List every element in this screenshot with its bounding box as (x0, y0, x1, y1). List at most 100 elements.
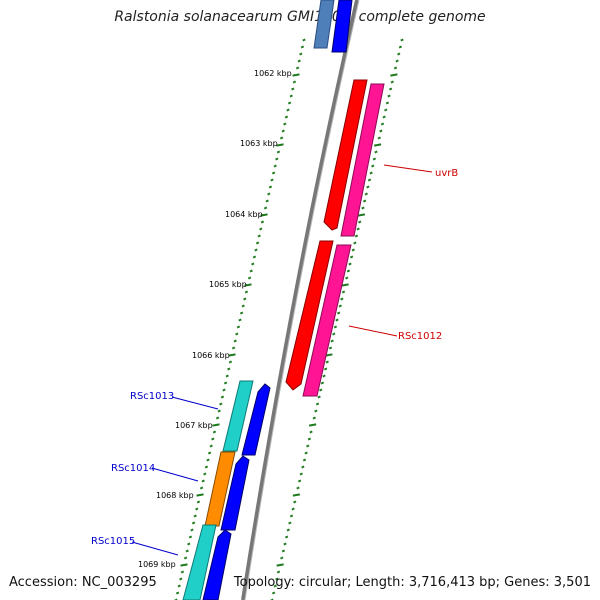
gene-label-rsc1015[interactable]: RSc1015 (91, 536, 135, 547)
outer-track-minor-tick (374, 150, 378, 154)
outer-track-major-tick (390, 73, 398, 77)
inner-track-minor-tick (249, 269, 253, 273)
inner-track-minor-tick (281, 129, 285, 133)
outer-track-minor-tick (369, 171, 373, 175)
inner-track-minor-tick (252, 255, 257, 259)
leader-line-rsc1012 (348, 325, 398, 337)
gene-cyan-rsc1015[interactable] (182, 524, 217, 600)
inner-track-minor-tick (228, 360, 233, 364)
genome-backbone-highlight (244, 0, 360, 600)
outer-track-minor-tick (286, 528, 290, 532)
inner-track-minor-tick (299, 52, 303, 56)
gene-blue-rsc1015[interactable] (202, 529, 232, 600)
outer-track-minor-tick (335, 318, 339, 322)
outer-track-minor-tick (346, 269, 351, 273)
outer-track-minor-tick (358, 220, 362, 224)
gene-pink-rsc1012[interactable] (302, 244, 352, 397)
gene-label-rsc1014[interactable]: RSc1014 (111, 463, 155, 474)
inner-track-minor-tick (219, 402, 223, 406)
inner-track-minor-tick (207, 451, 212, 455)
inner-track-minor-tick (254, 248, 258, 252)
scale-label-1065: 1065 kbp (209, 280, 247, 289)
outer-track-minor-tick (372, 157, 377, 161)
inner-track-minor-tick (225, 374, 229, 378)
tick-marks-outer (270, 38, 404, 600)
outer-track-minor-tick (325, 360, 329, 364)
outer-track-minor-tick (340, 297, 344, 301)
outer-track-major-tick (276, 563, 284, 567)
gene-label-uvrb[interactable]: uvrB (435, 168, 458, 179)
gene-label-rsc1012[interactable]: RSc1012 (398, 331, 442, 342)
inner-track-minor-tick (265, 199, 269, 203)
inner-track-minor-tick (273, 164, 277, 168)
inner-track-minor-tick (188, 535, 193, 539)
outer-track-minor-tick (364, 192, 368, 196)
outer-track-minor-tick (291, 507, 295, 511)
inner-track-minor-tick (270, 178, 274, 182)
outer-track-minor-tick (293, 500, 297, 504)
gene-label-rsc1013[interactable]: RSc1013 (130, 391, 174, 402)
outer-track-minor-tick (385, 101, 390, 105)
inner-track-minor-tick (215, 416, 220, 420)
inner-track-minor-tick (244, 290, 249, 294)
outer-track-minor-tick (281, 549, 286, 553)
inner-track-minor-tick (180, 570, 185, 574)
gene-steelblue-top[interactable] (313, 0, 335, 49)
outer-track-minor-tick (283, 542, 287, 546)
inner-track-minor-tick (239, 311, 244, 315)
outer-track-minor-tick (297, 479, 302, 483)
inner-track-minor-tick (193, 514, 197, 518)
inner-track-minor-tick (201, 479, 205, 483)
gene-blue-top[interactable] (331, 0, 353, 53)
outer-track-minor-tick (379, 129, 383, 133)
outer-track-minor-tick (349, 255, 354, 259)
outer-track-minor-tick (384, 108, 388, 112)
gene-red-uvrb[interactable] (323, 79, 368, 231)
gene-orange-rsc1014[interactable] (204, 451, 236, 527)
outer-track-minor-tick (284, 535, 289, 539)
leader-line-rsc1014 (151, 467, 199, 482)
gene-cyan-rsc1013[interactable] (222, 380, 254, 452)
outer-track-minor-tick (367, 178, 372, 182)
scale-label-1064: 1064 kbp (225, 210, 263, 219)
outer-track-minor-tick (304, 451, 308, 455)
outer-track-minor-tick (400, 38, 404, 42)
inner-track-minor-tick (279, 136, 284, 140)
inner-track-minor-tick (263, 206, 268, 210)
outer-track-minor-tick (299, 472, 303, 476)
inner-track-minor-tick (183, 556, 188, 560)
inner-track-minor-tick (286, 108, 290, 112)
outer-track-minor-tick (275, 577, 279, 581)
inner-track-minor-tick (211, 437, 215, 441)
outer-track-minor-tick (371, 164, 375, 168)
inner-track-minor-tick (222, 388, 226, 392)
accession-text: Accession: NC_003295 (9, 575, 157, 590)
inner-track-minor-tick (302, 38, 306, 42)
outer-track-minor-tick (273, 584, 277, 588)
inner-track-minor-tick (241, 304, 245, 308)
gene-red-rsc1012[interactable] (285, 240, 334, 391)
outer-track-minor-tick (322, 374, 326, 378)
inner-track-major-tick (228, 353, 236, 357)
inner-track-minor-tick (235, 332, 239, 336)
inner-track-minor-tick (212, 430, 217, 434)
outer-track-minor-tick (356, 227, 360, 231)
outer-track-minor-tick (366, 185, 370, 189)
inner-track-minor-tick (179, 577, 183, 581)
gene-blue-rsc1014[interactable] (220, 455, 250, 531)
inner-track-minor-tick (267, 192, 271, 196)
inner-track-major-tick (276, 143, 284, 147)
inner-track-minor-tick (255, 241, 260, 245)
inner-track-minor-tick (283, 122, 287, 126)
tick-marks-inner (174, 38, 306, 600)
outer-track-minor-tick (395, 59, 399, 63)
gene-pink-uvrb[interactable] (340, 83, 385, 237)
inner-track-minor-tick (247, 276, 252, 280)
topology-text: Topology: circular; Length: 3,716,413 bp… (233, 575, 591, 590)
inner-track-major-tick (244, 283, 252, 287)
outer-track-major-tick (292, 493, 301, 497)
scale-label-1069: 1069 kbp (138, 560, 176, 569)
gene-blue-rsc1013[interactable] (241, 383, 271, 456)
outer-track-minor-tick (361, 206, 365, 210)
